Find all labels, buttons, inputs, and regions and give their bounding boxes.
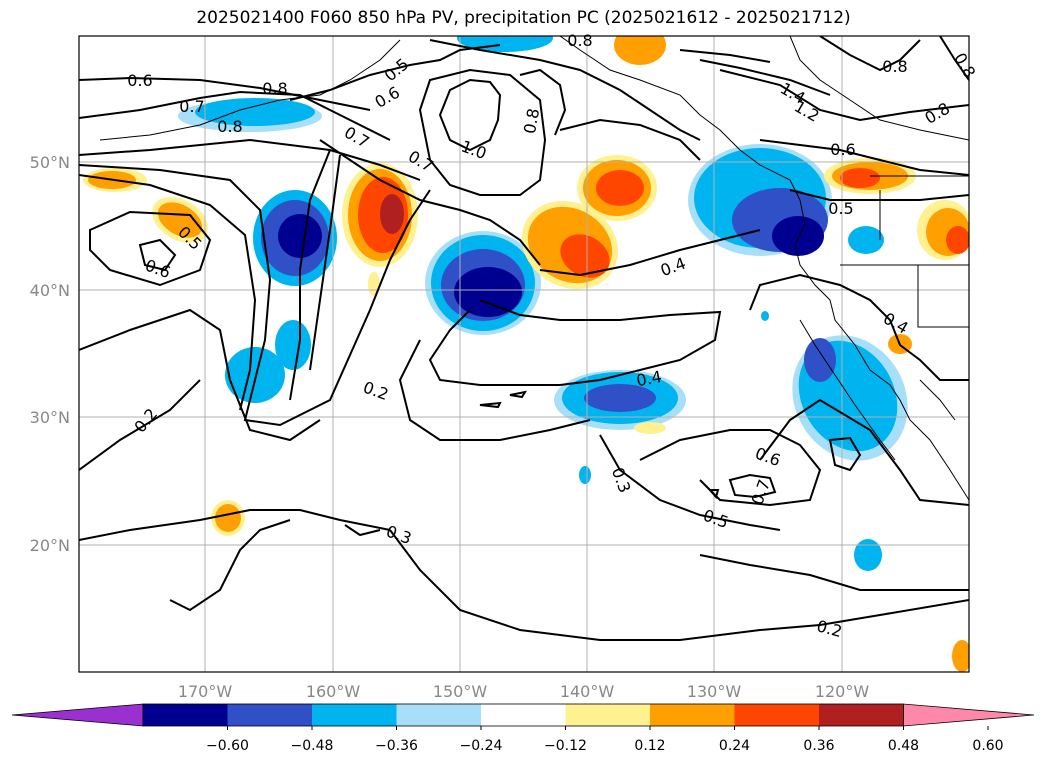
contour-label: 0.8: [520, 107, 543, 135]
contour-label: 0.7: [179, 97, 204, 116]
negative-precip-anomalies: [178, 36, 908, 571]
lon-label: 170°W: [178, 682, 233, 701]
colorbar-tick-label: −0.24: [460, 738, 503, 754]
colorbar-bin: [650, 704, 735, 726]
lon-label: 160°W: [306, 682, 361, 701]
colorbar-tick-label: 0.24: [719, 738, 750, 754]
lon-label: 150°W: [433, 682, 488, 701]
lon-label: 120°W: [815, 682, 870, 701]
pv-contours: [79, 36, 969, 641]
contour-label: 0.4: [635, 367, 663, 390]
lat-label: 40°N: [30, 281, 70, 300]
colorbar-extension-high: [903, 703, 1035, 727]
colorbar-bin: [312, 704, 397, 726]
colorbar-tick-label: −0.48: [291, 738, 334, 754]
contour-label: 0.6: [830, 140, 855, 159]
colorbar-bin: [734, 704, 820, 726]
colorbar-bin: [481, 704, 566, 726]
contour-label: 0.8: [217, 117, 242, 136]
colorbar-tick-label: 0.12: [634, 738, 665, 754]
lon-label: 130°W: [687, 682, 742, 701]
map-frame: [78, 35, 970, 673]
colorbar-bin: [396, 704, 482, 726]
colorbar-tick-label: −0.12: [544, 738, 587, 754]
colorbar-tick-label: −0.36: [375, 738, 418, 754]
chart-title: 2025021400 F060 850 hPa PV, precipitatio…: [196, 8, 851, 28]
colorbar-bin: [227, 704, 313, 726]
coastlines: [99, 36, 969, 501]
contour-label: 0.5: [828, 199, 853, 218]
colorbar-tick-label: 0.48: [888, 738, 919, 754]
contour-label: 0.8: [882, 57, 907, 76]
lat-label: 30°N: [30, 408, 70, 427]
lon-label: 140°W: [560, 682, 615, 701]
colorbar-bin: [565, 704, 651, 726]
colorbar-extension-low: [11, 703, 144, 727]
colorbar-tick-label: 0.60: [972, 738, 1003, 754]
colorbar-tick-label: 0.36: [803, 738, 834, 754]
graticule: [79, 36, 969, 672]
colorbar-tick-labels: −0.60 −0.48 −0.36 −0.24 −0.12 0.12 0.24 0.36 0.4…: [206, 726, 1004, 754]
contour-label: 0.6: [127, 71, 152, 90]
contour-label: 0.8: [567, 31, 592, 50]
longitude-labels: 170°W 160°W 150°W 140°W 130°W 120°W: [178, 682, 870, 701]
colorbar-outline: [142, 703, 904, 727]
lat-label: 50°N: [30, 153, 70, 172]
latitude-labels: 50°N 40°N 30°N 20°N: [30, 153, 70, 555]
colorbar-tick-label: −0.60: [206, 738, 249, 754]
lat-label: 20°N: [30, 536, 70, 555]
colorbar-bin: [819, 704, 904, 726]
colorbar: [11, 703, 1035, 727]
contour-label: 0.8: [262, 79, 287, 98]
colorbar-bin: [143, 704, 228, 726]
